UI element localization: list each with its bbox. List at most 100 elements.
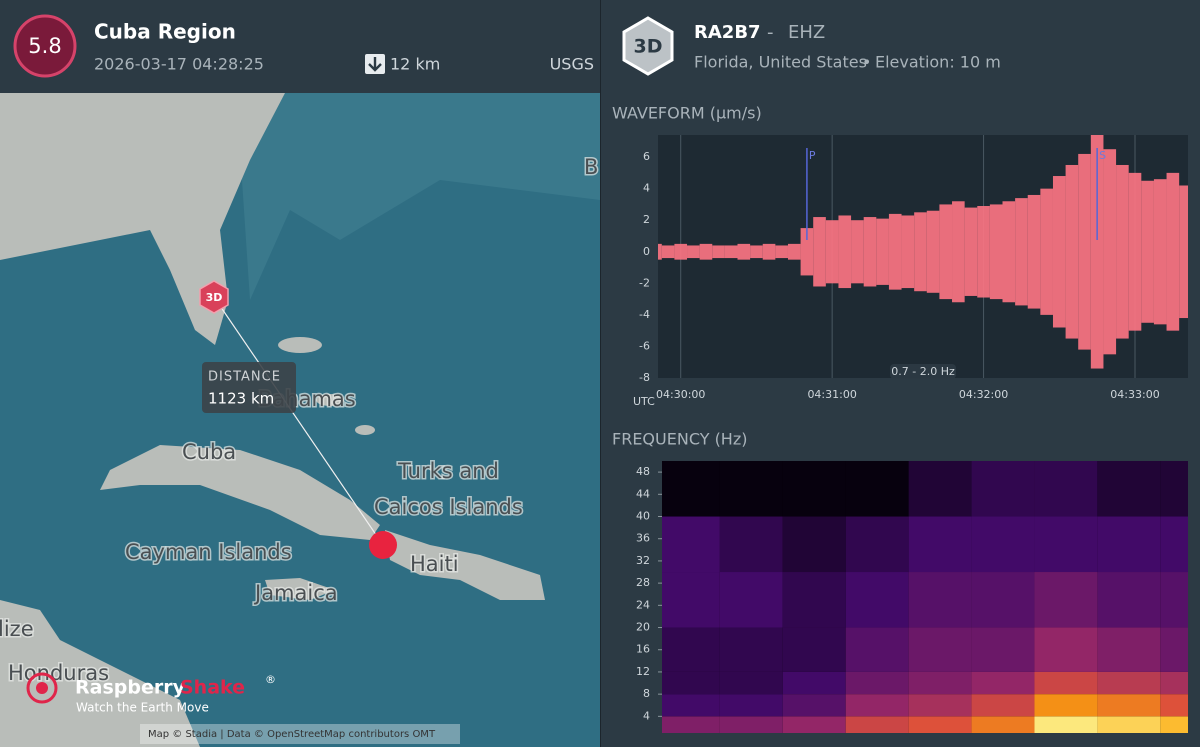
y-tick-label: 28 (636, 576, 650, 589)
spectrogram-cell (971, 572, 1035, 628)
epicenter[interactable] (369, 531, 397, 559)
waveform-segment (658, 243, 662, 260)
spectrogram-cell (908, 671, 972, 695)
attribution[interactable]: Map © Stadia | Data © OpenStreetMap cont… (148, 729, 436, 740)
x-tick-label: 04:32:00 (959, 388, 1008, 401)
spectrogram-cell (719, 716, 783, 733)
event-region: Cuba Region (94, 20, 236, 44)
spectrogram-cell (1160, 572, 1188, 628)
land-bahamas (278, 337, 322, 353)
y-tick-label: 32 (636, 554, 650, 567)
spectrogram-cell (782, 461, 846, 517)
station-marker-label: 3D (206, 291, 223, 304)
waveform-segment (1065, 164, 1079, 339)
y-tick-label: 36 (636, 532, 650, 545)
event-header (0, 0, 600, 93)
waveform-segment (851, 220, 864, 284)
y-tick-label: 2 (643, 213, 650, 226)
spectrogram-cell (1097, 572, 1161, 628)
waveform-segment (724, 245, 738, 259)
station-marker[interactable] (199, 280, 229, 314)
waveform-segment (888, 213, 902, 290)
waveform-segment (737, 243, 751, 260)
logo-icon (26, 672, 58, 704)
y-tick-label: 8 (643, 687, 650, 700)
waveform-segment (964, 207, 978, 296)
map-label: Cayman Islands (125, 540, 292, 564)
spectrogram-cell (845, 671, 909, 695)
spectrogram-cell (782, 572, 846, 628)
spectrogram-cell (782, 694, 846, 717)
station-location: Florida, United States (694, 53, 867, 72)
spectrogram-cell (662, 572, 720, 628)
logo-tagline: Watch the Earth Move (76, 701, 209, 715)
spectrogram-cell (1097, 694, 1161, 717)
spectrogram-cell (1034, 694, 1098, 717)
waveform-segment (1040, 188, 1053, 315)
land-central-america (0, 600, 200, 747)
spectrogram-cell (1097, 671, 1161, 695)
spectrogram-cell (1160, 461, 1188, 517)
map-label: Jamaica (253, 581, 338, 605)
spectrogram-cell (782, 716, 846, 733)
spectrogram-cell (1034, 716, 1098, 733)
waveform-segment (914, 212, 927, 292)
spectrogram-cell (719, 572, 783, 628)
waveform-segment (1153, 179, 1167, 325)
spectrogram-cell (845, 461, 909, 517)
y-tick-label: -6 (639, 339, 650, 352)
spectrogram-cell (662, 627, 720, 672)
spectrogram-cell (719, 461, 783, 517)
phase-label: P (809, 149, 816, 162)
waveform-segment (876, 218, 889, 285)
distance-value: 1123 km (208, 390, 274, 408)
y-tick-label: 44 (636, 487, 650, 500)
map-label: Haiti (410, 552, 459, 576)
waveform-segment (863, 217, 877, 287)
spectrogram-cell (908, 716, 972, 733)
waveform-segment (1166, 172, 1180, 331)
spectrogram-cell (971, 716, 1035, 733)
waveform-segment (1128, 172, 1142, 331)
waveform-segment (1141, 180, 1154, 323)
spectrogram-cell (1034, 627, 1098, 672)
magnitude-badge[interactable] (13, 14, 77, 78)
event-time: 2026-03-17 04:28:25 (94, 55, 264, 74)
logo-icon (36, 682, 48, 694)
waveform-segment (989, 204, 1003, 300)
land-jamaica (265, 578, 335, 600)
waveform-segment (661, 245, 675, 259)
filter-badge (890, 364, 956, 379)
y-tick-label: -8 (639, 371, 650, 384)
waveform-segment (1116, 164, 1129, 339)
waveform-segment (901, 215, 915, 289)
distance-title: DISTANCE (208, 370, 281, 385)
station-badge-label: 3D (634, 36, 663, 58)
waveform-segment (699, 243, 713, 260)
shelf (240, 93, 600, 300)
waveform-segment (687, 245, 700, 259)
waveform-segment (926, 210, 940, 293)
station-badge (622, 16, 674, 76)
spectrogram-cell (908, 572, 972, 628)
waveform-segment (787, 243, 801, 260)
spectrogram-cell (782, 671, 846, 695)
separator: - (767, 22, 774, 43)
station-code: RA2B7 (694, 22, 761, 43)
bullet: • (862, 53, 871, 72)
spectrogram-cell (971, 516, 1035, 573)
spectrogram-cell (971, 671, 1035, 695)
y-tick-label: 4 (643, 709, 650, 722)
spectrogram-cell (908, 627, 972, 672)
spectrogram-cell (662, 461, 720, 517)
logo-name: Raspberry (75, 677, 186, 699)
spectrogram-cell (845, 627, 909, 672)
spectrogram-cell (662, 694, 720, 717)
spectrogram-cell (1097, 716, 1161, 733)
y-tick-label: -2 (639, 276, 650, 289)
map[interactable]: Cuba Turks and Caicos Islands Cayman Isl… (0, 93, 600, 747)
waveform-segment (838, 215, 852, 289)
spectrogram-cell (908, 461, 972, 517)
y-tick-label: 40 (636, 510, 650, 523)
x-tick-label: 04:33:00 (1110, 388, 1159, 401)
